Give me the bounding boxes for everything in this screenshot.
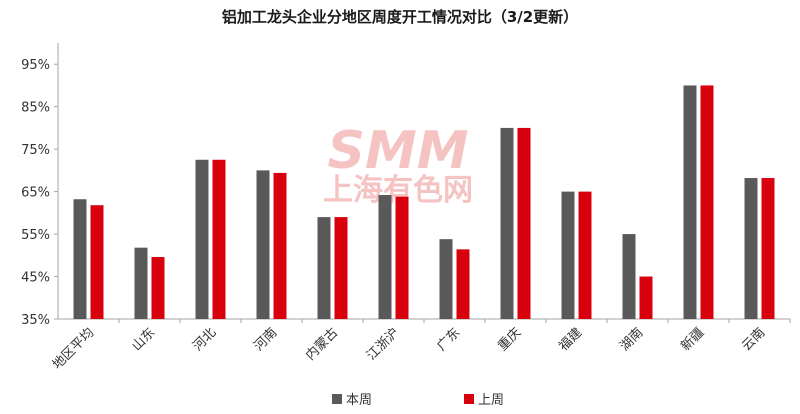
x-category-label: 云南	[739, 325, 769, 355]
bar-this-week	[134, 247, 148, 319]
bar-this-week	[256, 170, 270, 319]
legend-label-this-week: 本周	[346, 393, 372, 408]
bar-last-week	[90, 205, 104, 319]
bar-this-week	[622, 234, 636, 319]
legend: 本周 上周	[332, 393, 504, 408]
x-category-label: 重庆	[495, 325, 525, 355]
x-category-label: 新疆	[678, 325, 708, 355]
bar-last-week	[761, 178, 775, 319]
x-category-label: 福建	[556, 325, 585, 354]
bar-last-week	[273, 172, 287, 319]
bar-last-week	[578, 191, 592, 319]
x-category-label: 江浙沪	[363, 325, 402, 364]
x-category-label: 河南	[251, 325, 281, 355]
y-tick-label: 55%	[21, 228, 50, 243]
x-category-label: 山东	[129, 325, 158, 354]
bar-this-week	[439, 239, 453, 319]
bar-series	[73, 85, 775, 319]
bar-last-week	[700, 85, 714, 319]
chart-title: 铝加工龙头企业分地区周度开工情况对比（3/2更新）	[222, 8, 578, 26]
y-tick-label: 75%	[21, 143, 50, 158]
bar-this-week	[561, 191, 575, 319]
bar-this-week	[744, 178, 758, 319]
bar-last-week	[395, 196, 409, 319]
bar-last-week	[334, 217, 348, 319]
bar-this-week	[683, 85, 697, 319]
y-axis-ticks: 35% 45% 55% 65% 75% 85% 95%	[21, 58, 58, 328]
x-category-label: 内蒙古	[302, 325, 341, 364]
bar-last-week	[212, 159, 226, 319]
bar-this-week	[195, 159, 209, 319]
legend-swatch-this-week	[332, 394, 342, 404]
x-category-label: 湖南	[617, 325, 647, 355]
bar-this-week	[500, 127, 514, 319]
x-axis-categories: 地区平均 山东 河北 河南 内蒙古 江浙沪 广东 重庆 福建 湖南 新疆 云南	[50, 319, 791, 373]
bar-last-week	[517, 127, 531, 319]
watermark-brand: SMM	[328, 121, 469, 181]
y-tick-label: 85%	[21, 101, 50, 116]
x-category-label: 广东	[434, 325, 463, 354]
legend-swatch-last-week	[464, 394, 474, 404]
smm-watermark: SMM 上海有色网	[323, 121, 473, 208]
bar-last-week	[151, 257, 165, 319]
y-tick-label: 65%	[21, 186, 50, 201]
x-category-label: 地区平均	[50, 325, 97, 372]
bar-last-week	[456, 249, 470, 319]
y-tick-label: 35%	[21, 313, 50, 328]
y-tick-label: 95%	[21, 58, 50, 73]
bar-this-week	[317, 217, 331, 319]
x-category-label: 河北	[190, 325, 219, 354]
y-tick-label: 45%	[21, 271, 50, 286]
bar-this-week	[73, 199, 87, 319]
bar-this-week	[378, 195, 392, 319]
bar-last-week	[639, 276, 653, 319]
legend-label-last-week: 上周	[478, 393, 504, 408]
